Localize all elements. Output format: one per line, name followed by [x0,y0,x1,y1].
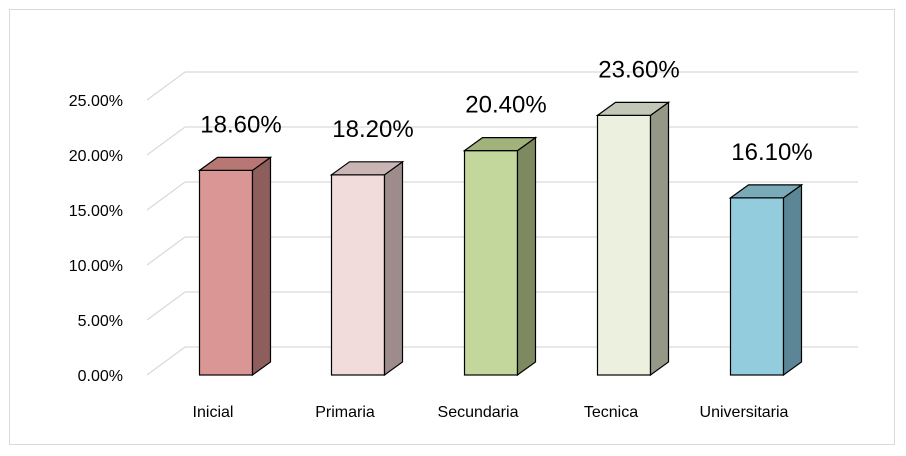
data-label: 18.60% [200,111,281,138]
bar-primaria [330,174,386,376]
x-category-label: Primaria [315,404,375,421]
bar-tecnica [596,114,652,376]
y-tick-label: 0.00% [78,368,123,385]
data-label: 23.60% [598,56,679,83]
bar-universitaria [729,197,785,376]
bar-side-secundaria [516,136,537,377]
bar-top-tecnica [595,101,671,117]
bar-side-universitaria [782,183,803,377]
data-label: 20.40% [465,92,546,119]
gridline-depth-5 [146,71,186,101]
bar-side-primaria [383,160,404,377]
gridline-depth-3 [146,181,186,211]
data-label: 16.10% [731,139,812,166]
x-category-label: Inicial [193,404,234,421]
gridline-depth-2 [146,236,186,266]
data-label: 18.20% [332,116,413,143]
bar-top-primaria [329,161,405,176]
bar-top-secundaria [462,137,538,152]
gridline-depth-4 [146,126,186,156]
y-tick-label: 5.00% [78,313,123,330]
x-category-label: Tecnica [584,404,638,421]
bar-top-inicial [197,156,273,171]
gridline-depth-1 [146,291,186,321]
bar-side-inicial [251,156,272,377]
y-tick-label: 20.00% [69,148,123,165]
y-tick-label: 15.00% [69,203,123,220]
bar-inicial [198,169,254,376]
y-tick-label: 25.00% [69,93,123,110]
x-category-label: Universitaria [700,404,789,421]
gridline-depth-0 [146,346,186,376]
y-tick-label: 10.00% [69,258,123,275]
bar-side-tecnica [649,101,670,377]
bar-top-universitaria [728,184,804,199]
x-category-label: Secundaria [438,404,519,421]
bar-secundaria [463,150,519,376]
